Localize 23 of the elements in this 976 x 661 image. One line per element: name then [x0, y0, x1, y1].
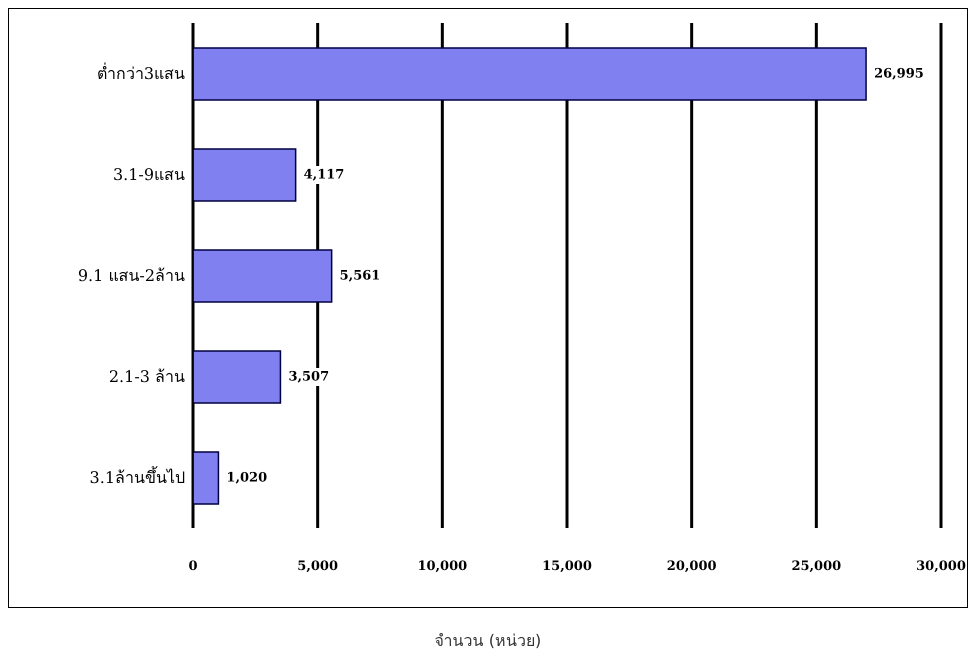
x-axis-title: จำนวน (หน่วย): [434, 630, 542, 652]
bar: [193, 249, 332, 303]
x-tick-label: 10,000: [417, 559, 468, 574]
bar: [193, 451, 220, 505]
bar: [193, 47, 867, 101]
x-tick-label: 0: [188, 559, 198, 574]
data-label: 1,020: [226, 470, 268, 486]
x-tick-label: 15,000: [542, 559, 592, 574]
x-tick-label: 30,000: [916, 559, 966, 574]
data-label: 3,507: [288, 370, 330, 384]
y-tick-label: 2.1-3 ล้าน: [108, 367, 185, 386]
y-tick-label: ต่ำกว่า3แสน: [96, 62, 185, 84]
x-tick-label: 25,000: [791, 559, 842, 574]
data-label: 5,561: [340, 268, 380, 284]
bar: [193, 350, 282, 404]
bar: [193, 148, 296, 202]
y-tick-label: 9.1 แสน-2ล้าน: [78, 266, 185, 286]
y-tick-label: 3.1ล้านขึ้นไป: [90, 466, 185, 488]
data-label: 4,117: [304, 168, 344, 182]
data-label: 26,995: [874, 66, 924, 82]
x-tick-label: 20,000: [666, 559, 717, 574]
x-tick-label: 5,000: [297, 559, 338, 574]
y-tick-label: 3.1-9แสน: [112, 165, 185, 184]
